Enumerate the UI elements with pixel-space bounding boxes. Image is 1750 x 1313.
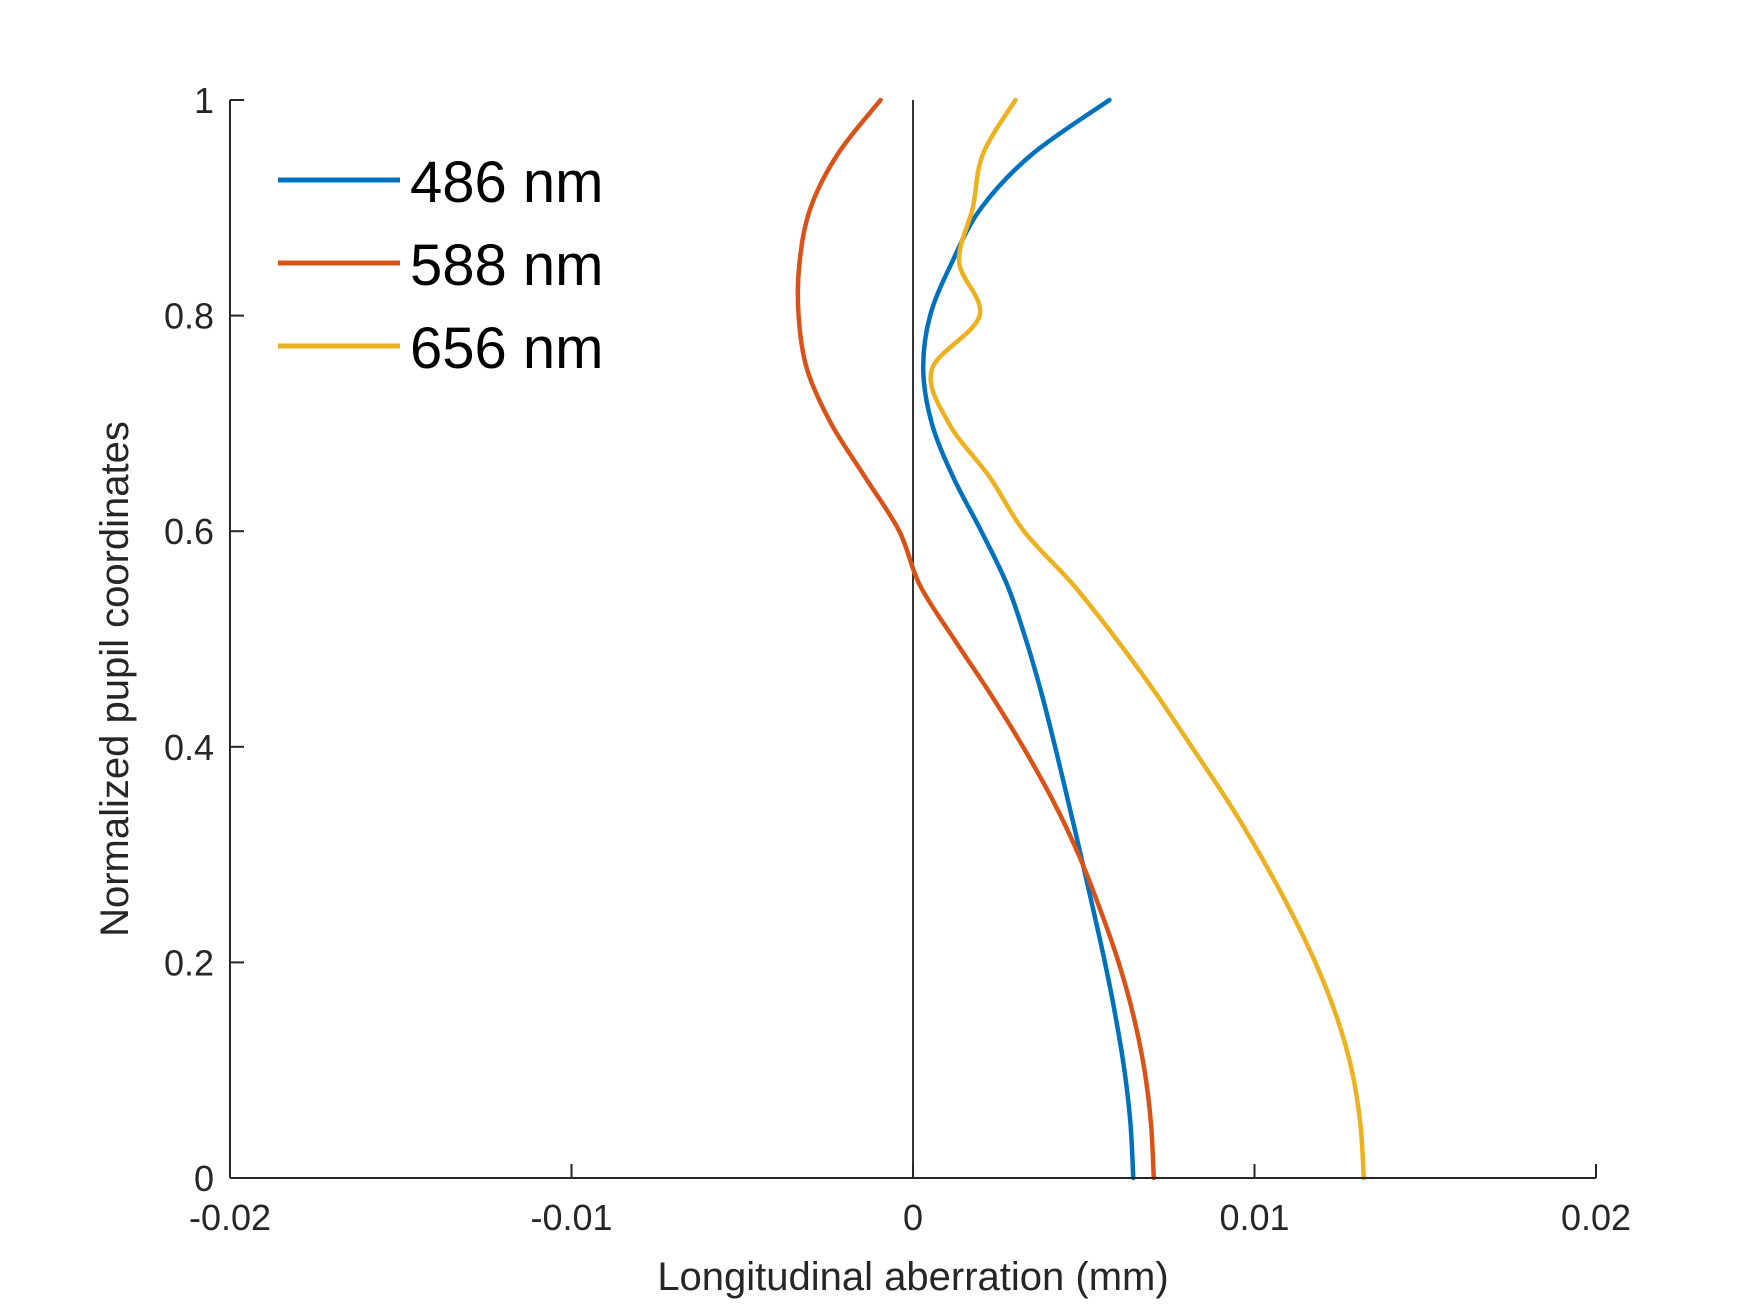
x-tick-label: -0.02 xyxy=(189,1197,271,1238)
x-tick-label: 0.02 xyxy=(1561,1197,1631,1238)
x-tick-label: 0.01 xyxy=(1219,1197,1289,1238)
axes: -0.02 -0.01 0 0.01 0.02 0 0.2 0.4 0.6 0.8 1 xyxy=(164,80,1631,1238)
y-axis-label: Normalized pupil coordinates xyxy=(93,421,137,937)
y-tick-label: 0 xyxy=(194,1158,214,1199)
legend-label: 486 nm xyxy=(410,150,603,215)
legend-label: 588 nm xyxy=(410,233,603,298)
y-tick-label: 0.2 xyxy=(164,942,214,983)
x-tick-label: -0.01 xyxy=(530,1197,612,1238)
y-tick-label: 0.6 xyxy=(164,511,214,552)
x-axis-label: Longitudinal aberration (mm) xyxy=(657,1255,1168,1299)
y-tick-label: 1 xyxy=(194,80,214,121)
series-line-1 xyxy=(920,97,1136,1181)
series-line-3 xyxy=(928,97,1367,1181)
legend: 486 nm 588 nm 656 nm xyxy=(278,150,603,381)
y-tick-label: 0.8 xyxy=(164,296,214,337)
series-line-2 xyxy=(795,97,1157,1181)
legend-label: 656 nm xyxy=(410,316,603,381)
plot-area xyxy=(795,97,1367,1181)
y-tick-label: 0.4 xyxy=(164,727,214,768)
x-tick-label: 0 xyxy=(903,1197,923,1238)
